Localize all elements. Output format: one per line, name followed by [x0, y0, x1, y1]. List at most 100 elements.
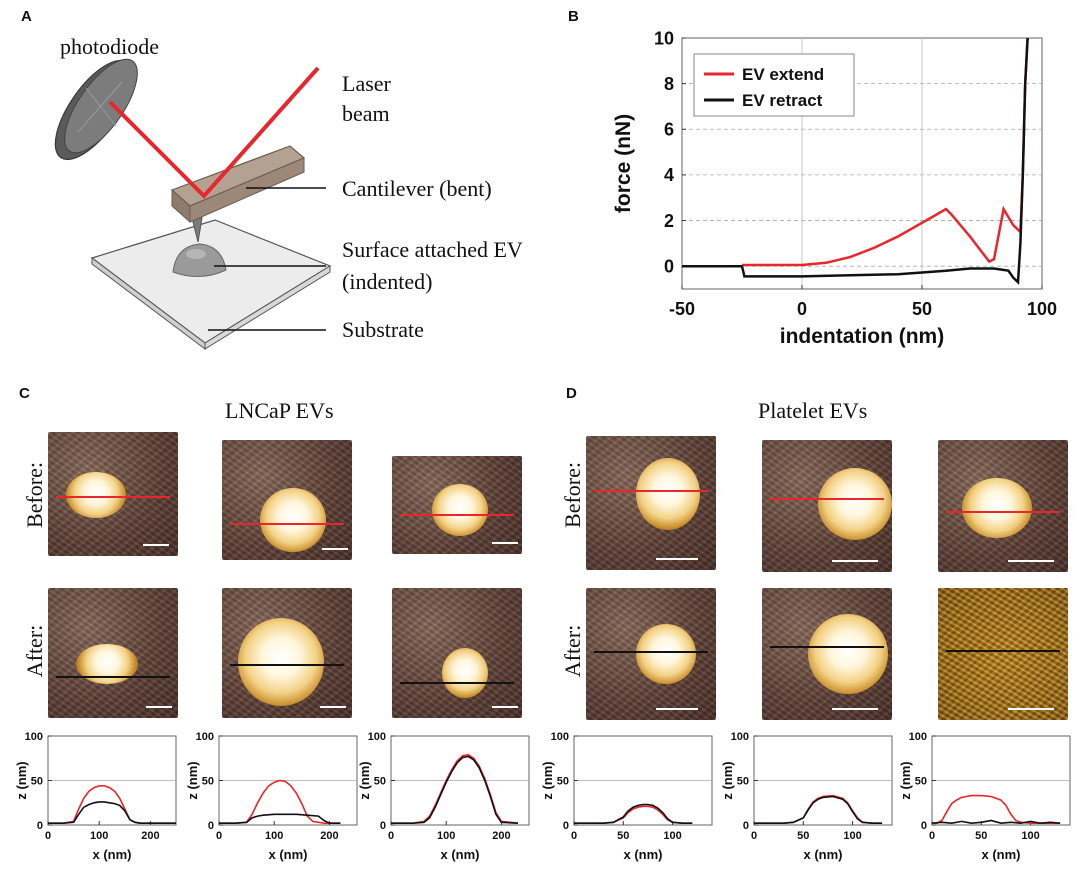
x-tick-label: 200: [492, 830, 510, 842]
profile-chart-c3: 0 100 200 0 50 100 x (nm) z (nm): [357, 731, 530, 862]
afm-schematic: [54, 58, 332, 351]
y-tick-label: 100: [731, 731, 749, 743]
series-line-ev-extend: [742, 37, 1029, 267]
afm-image-c-before-3: [392, 456, 522, 554]
profile-line: [594, 651, 708, 653]
y-tick-label: 0: [208, 820, 214, 832]
scale-bar: [320, 706, 346, 708]
y-tick-label: 0: [563, 820, 569, 832]
y-tick-label: 0: [743, 820, 749, 832]
scale-bar: [1008, 708, 1054, 710]
x-axis-label: x (nm): [269, 847, 308, 862]
label-before-d: Before:: [560, 462, 585, 528]
y-tick-label: 50: [557, 775, 569, 787]
x-tick-label: 50: [912, 299, 932, 319]
series-line-after: [574, 803, 693, 824]
ev-particle: [432, 484, 488, 536]
y-tick-label: 100: [196, 731, 214, 743]
scale-bar: [492, 542, 518, 544]
y-tick-label: 100: [551, 731, 569, 743]
ev-particle: [808, 614, 888, 694]
x-axis-label: x (nm): [982, 847, 1021, 862]
y-axis-label: z (nm): [185, 761, 200, 799]
legend-label: EV retract: [742, 91, 823, 110]
panel-letter-b: B: [568, 8, 579, 25]
y-axis-label: z (nm): [357, 761, 372, 799]
profile-line: [56, 676, 170, 678]
y-tick-label: 0: [380, 820, 386, 832]
afm-image-d-before-3: [938, 440, 1068, 572]
series-line-after: [754, 795, 883, 824]
y-tick-label: 2: [664, 211, 674, 231]
x-tick-label: 0: [216, 830, 222, 842]
profile-line: [400, 514, 514, 516]
x-tick-label: -50: [669, 299, 695, 319]
x-tick-label: 100: [1021, 830, 1039, 842]
afm-image-c-before-1: [48, 432, 178, 556]
x-tick-label: 100: [90, 830, 108, 842]
series-line-after: [48, 801, 176, 824]
afm-image-c-after-3: [392, 588, 522, 718]
x-tick-label: 0: [388, 830, 394, 842]
series-line-after: [219, 813, 341, 824]
panel-letter-a: A: [21, 8, 32, 25]
scale-bar: [143, 544, 169, 546]
title-lncap: LNCaP EVs: [225, 398, 334, 423]
x-axis-label: indentation (nm): [780, 325, 944, 348]
profile-line: [230, 664, 344, 666]
x-axis-label: x (nm): [804, 847, 843, 862]
scale-bar: [832, 560, 878, 562]
profile-line: [946, 650, 1060, 652]
x-tick-label: 50: [617, 830, 629, 842]
substrate-plate: [90, 219, 332, 344]
ev-particle: [818, 468, 892, 540]
y-tick-label: 4: [664, 165, 674, 185]
x-tick-label: 100: [437, 830, 455, 842]
afm-image-d-after-2: [762, 588, 892, 720]
label-photodiode: photodiode: [60, 34, 159, 59]
x-tick-label: 200: [141, 830, 159, 842]
x-tick-label: 0: [751, 830, 757, 842]
profile-line: [770, 646, 884, 648]
ev-particle: [442, 648, 488, 698]
ev-particle: [962, 478, 1032, 538]
profile-chart-c1: 0 100 200 0 50 100 x (nm) z (nm): [14, 731, 177, 862]
series-line-after: [391, 755, 519, 824]
y-axis-label: z (nm): [14, 761, 29, 799]
profile-line: [56, 496, 170, 498]
ev-dome: [172, 243, 227, 277]
scale-bar: [1008, 560, 1054, 562]
afm-image-c-after-1: [48, 588, 178, 718]
laser-beam: [108, 66, 320, 199]
label-after-c: After:: [22, 624, 47, 678]
label-cantilever: Cantilever (bent): [342, 176, 492, 201]
scale-bar: [656, 708, 698, 710]
y-tick-label: 100: [909, 731, 927, 743]
x-tick-label: 100: [265, 830, 283, 842]
profile-line: [594, 490, 708, 492]
afm-image-c-after-2: [222, 588, 352, 718]
y-tick-label: 10: [654, 28, 674, 48]
y-tick-label: 50: [202, 775, 214, 787]
y-tick-label: 100: [368, 731, 386, 743]
y-tick-label: 50: [31, 775, 43, 787]
x-tick-label: 0: [797, 299, 807, 319]
label-laser-1: Laser: [342, 71, 391, 96]
y-axis-label: z (nm): [720, 761, 735, 799]
panel-letter-d: D: [566, 385, 577, 402]
panel-letter-c: C: [19, 385, 30, 402]
label-ev-2: (indented): [342, 269, 433, 294]
series-line-ev-retract: [682, 37, 1029, 285]
title-platelet: Platelet EVs: [758, 398, 868, 423]
scale-bar: [146, 706, 172, 708]
x-tick-label: 50: [975, 830, 987, 842]
ev-particle: [260, 488, 326, 552]
y-tick-label: 50: [737, 775, 749, 787]
x-tick-label: 0: [45, 830, 51, 842]
y-axis-label: z (nm): [898, 761, 913, 799]
profile-line: [230, 523, 344, 525]
x-tick-label: 50: [797, 830, 809, 842]
